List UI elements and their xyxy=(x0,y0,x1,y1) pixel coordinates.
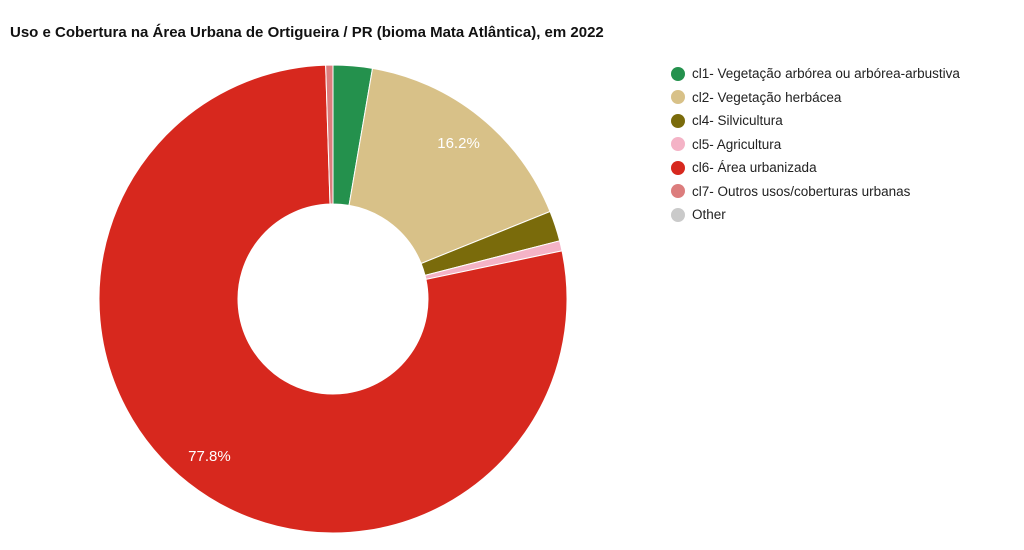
legend-swatch-icon xyxy=(671,137,685,152)
pie-slice-2[interactable] xyxy=(348,67,551,265)
legend-item-5[interactable]: cl6- Área urbanizada xyxy=(671,156,960,180)
legend-swatch-icon xyxy=(671,90,685,105)
legend-swatch-icon xyxy=(671,160,685,175)
legend-item-4[interactable]: cl5- Agricultura xyxy=(671,133,960,157)
legend-label: cl2- Vegetação herbácea xyxy=(692,89,842,105)
legend-item-3[interactable]: cl4- Silvicultura xyxy=(671,109,960,133)
legend-label: Other xyxy=(692,207,726,223)
legend-item-2[interactable]: cl2- Vegetação herbácea xyxy=(671,86,960,110)
legend-item-7[interactable]: Other xyxy=(671,203,960,227)
legend-label: cl7- Outros usos/coberturas urbanas xyxy=(692,183,911,199)
legend-swatch-icon xyxy=(671,113,685,128)
legend-label: cl4- Silvicultura xyxy=(692,113,783,129)
legend-swatch-icon xyxy=(671,184,685,199)
pie-slice-5[interactable] xyxy=(98,64,568,534)
legend-item-1[interactable]: cl1- Vegetação arbórea ou arbórea-arbust… xyxy=(671,62,960,86)
legend-label: cl5- Agricultura xyxy=(692,136,782,152)
slice-percent-label: 77.8% xyxy=(188,448,231,465)
legend: cl1- Vegetação arbórea ou arbórea-arbust… xyxy=(671,62,960,227)
legend-item-6[interactable]: cl7- Outros usos/coberturas urbanas xyxy=(671,180,960,204)
chart-title: Uso e Cobertura na Área Urbana de Ortigu… xyxy=(10,24,604,41)
legend-swatch-icon xyxy=(671,207,685,222)
pie-slice-6[interactable] xyxy=(325,64,334,205)
slice-percent-label: 16.2% xyxy=(437,135,480,152)
legend-label: cl1- Vegetação arbórea ou arbórea-arbust… xyxy=(692,66,960,82)
legend-swatch-icon xyxy=(671,66,685,81)
legend-label: cl6- Área urbanizada xyxy=(692,160,817,176)
